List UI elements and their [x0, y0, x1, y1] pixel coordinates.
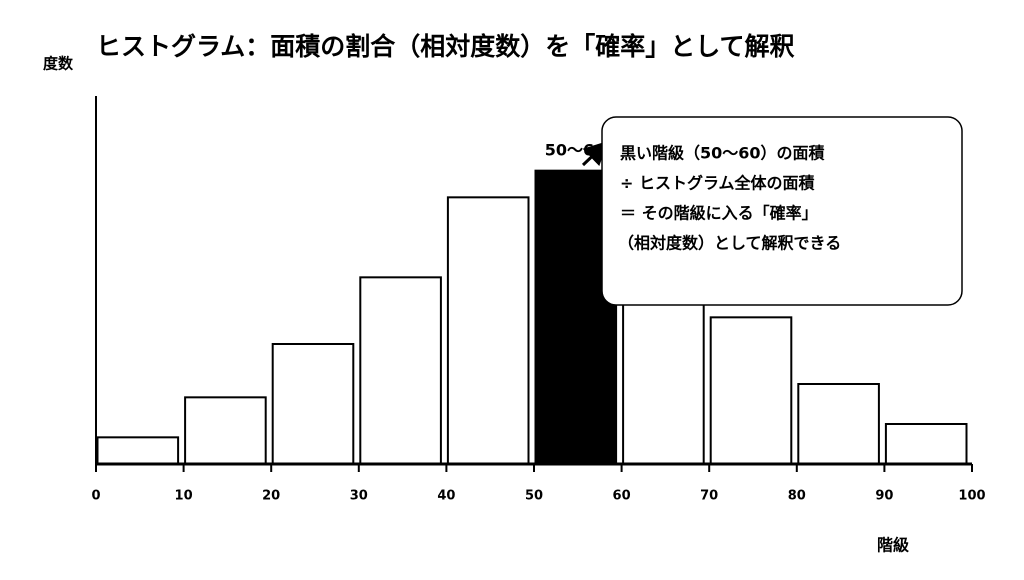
- callout-line: （相対度数）として解釈できる: [618, 234, 841, 253]
- x-tick-label: 10: [175, 489, 193, 504]
- bar: [184, 396, 267, 466]
- x-tick-label: 50: [525, 489, 543, 504]
- callout-line: 黒い階級（50〜60）の面積: [620, 144, 826, 163]
- callout-line: ÷ ヒストグラム全体の面積: [620, 174, 815, 193]
- callout-line: ＝ その階級に入る「確率」: [620, 204, 818, 223]
- bar: [446, 196, 530, 465]
- bar: [359, 276, 442, 466]
- x-tick-label: 30: [350, 489, 368, 504]
- x-tick-label: 70: [700, 489, 718, 504]
- bar: [96, 436, 180, 466]
- chart-title: ヒストグラム：面積の割合（相対度数）を「確率」として解釈: [96, 32, 795, 61]
- x-tick-label: 80: [788, 489, 806, 504]
- highlight-label: 50〜60: [545, 141, 606, 160]
- x-axis-label: 階級: [877, 536, 909, 555]
- arrow: [581, 140, 609, 167]
- x-tick-label: 60: [613, 489, 631, 504]
- bar: [797, 383, 880, 465]
- x-tick-label: 0: [91, 489, 100, 504]
- bar: [271, 343, 355, 465]
- x-tick-label: 100: [958, 489, 985, 504]
- callout-box: [601, 116, 963, 306]
- bar: [709, 316, 793, 466]
- x-tick-label: 90: [875, 489, 893, 504]
- x-tick-label: 40: [437, 489, 455, 504]
- bar: [884, 423, 968, 465]
- x-tick-label: 20: [262, 489, 280, 504]
- y-axis-label: 度数: [43, 55, 74, 73]
